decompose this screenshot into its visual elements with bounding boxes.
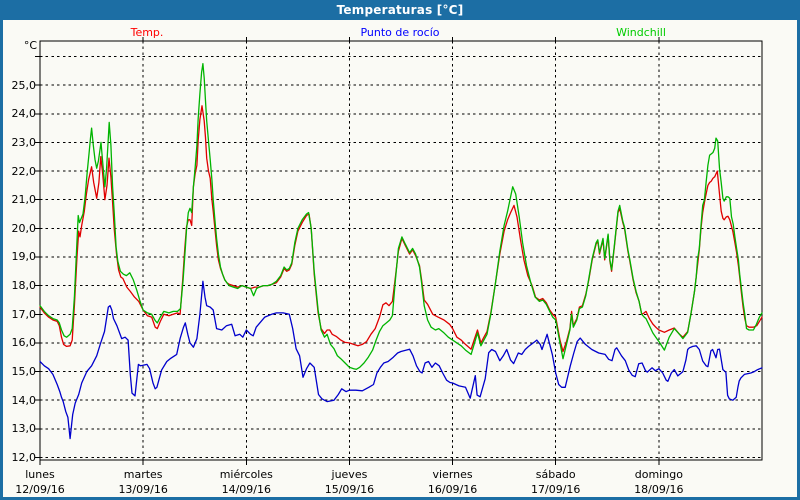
y-axis-tick-label: 25,0: [11, 78, 37, 92]
y-axis-tick-label: 15,0: [11, 365, 37, 379]
x-axis-day-label: martes: [123, 468, 163, 481]
y-axis-tick-label: 13,0: [11, 422, 37, 436]
series-line-windchill: [39, 63, 763, 370]
x-axis-date-label: 16/09/16: [427, 483, 478, 496]
legend-item-temp: Temp.: [130, 26, 164, 39]
legend-item-dewpoint: Punto de rocío: [360, 26, 440, 39]
x-axis-date-label: 15/09/16: [324, 483, 375, 496]
y-axis-unit-label: °C: [23, 39, 37, 52]
y-axis-tick-label: 18,0: [11, 279, 37, 293]
title-bar: Temperaturas [°C]: [0, 0, 800, 20]
x-axis-date-label: 18/09/16: [634, 483, 684, 496]
x-axis-date-label: 17/09/16: [531, 483, 581, 496]
plot-border: [39, 40, 763, 461]
y-axis-tick-label: 20,0: [11, 221, 37, 235]
y-axis-tick-label: 21,0: [11, 193, 37, 207]
y-axis-tick-label: 14,0: [11, 393, 37, 407]
y-axis-tick-label: 24,0: [11, 107, 37, 121]
x-axis-day-label: domingo: [634, 468, 683, 481]
y-axis-tick-label: 12,0: [11, 451, 37, 464]
x-axis-day-label: lunes: [25, 468, 55, 481]
x-axis-date-label: 14/09/16: [221, 483, 271, 496]
x-axis-day-label: miércoles: [219, 468, 273, 481]
y-axis-tick-label: 17,0: [11, 307, 37, 321]
legend-item-windchill: Windchill: [616, 26, 666, 39]
x-axis-day-label: viernes: [432, 468, 473, 481]
x-axis-day-label: sábado: [535, 468, 576, 481]
x-axis-day-label: jueves: [331, 468, 368, 481]
y-axis-tick-label: 22,0: [11, 164, 37, 178]
y-axis-tick-label: 23,0: [11, 135, 37, 149]
window-title: Temperaturas [°C]: [336, 3, 464, 17]
x-axis-date-label: 12/09/16: [15, 483, 65, 496]
y-axis-tick-label: 19,0: [11, 250, 37, 264]
y-axis-tick-label: 16,0: [11, 336, 37, 350]
x-axis-date-label: 13/09/16: [118, 483, 168, 496]
series-line-dewpoint: [39, 280, 763, 440]
